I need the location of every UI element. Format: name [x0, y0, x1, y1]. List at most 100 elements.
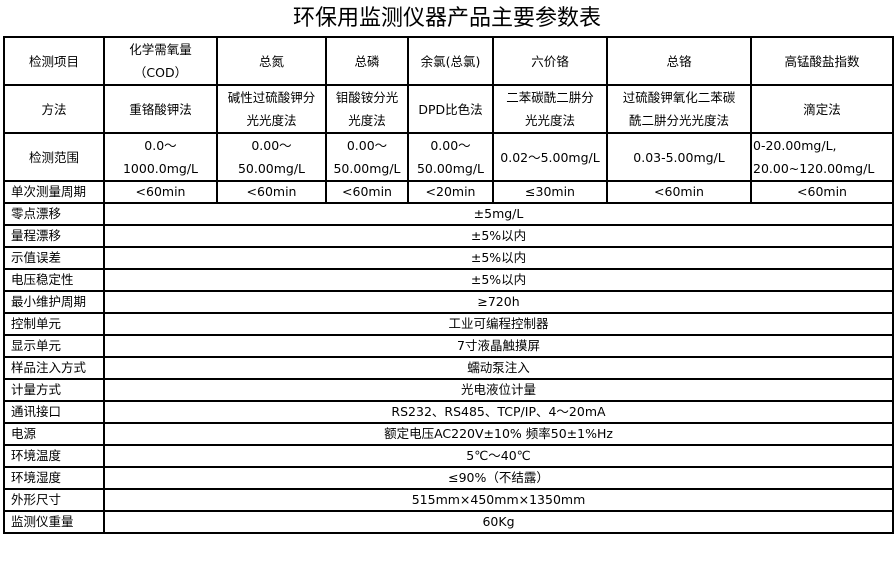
cycle-cell: <60min	[216, 180, 327, 204]
table-row: 电源 额定电压AC220V±10% 频率50±1%Hz	[3, 422, 894, 446]
range-cell: 0.00～ 50.00mg/L	[216, 132, 327, 182]
method-cell: 碱性过硫酸钾分 光光度法	[216, 84, 327, 134]
row-label: 检测项目	[3, 36, 105, 86]
cell-line: 0.00～	[346, 138, 388, 153]
cycle-cell: <20min	[407, 180, 494, 204]
header-cell: 高锰酸盐指数	[750, 36, 894, 86]
row-value: ≥720h	[103, 290, 894, 314]
cell-line: 20.00~120.00mg/L	[753, 161, 875, 176]
table-row: 控制单元 工业可编程控制器	[3, 312, 894, 336]
cell-line: 碱性过硫酸钾分	[227, 90, 316, 105]
cell-line: 50.00mg/L	[237, 161, 306, 176]
cell-line: 0.03-5.00mg/L	[633, 149, 725, 165]
method-cell: 滴定法	[750, 84, 894, 134]
cycle-row: 单次测量周期 <60min <60min <60min <20min ≤30min <60m…	[3, 180, 894, 204]
cell-line: 50.00mg/L	[416, 161, 485, 176]
cell-line: 50.00mg/L	[333, 161, 401, 176]
cell-line: 六价铬	[531, 53, 569, 69]
row-label: 环境湿度	[3, 466, 105, 490]
table-row: 通讯接口 RS232、RS485、TCP/IP、4～20mA	[3, 400, 894, 424]
header-row: 检测项目 化学需氧量 （COD） 总氮 总磷 余氯(总氯) 六价铬 总铬 高锰酸盐指数	[3, 36, 894, 86]
table-title: 环保用监测仪器产品主要参数表	[292, 6, 601, 31]
row-label: 控制单元	[3, 312, 105, 336]
table-row: 环境湿度 ≤90%（不结露）	[3, 466, 894, 490]
row-value: ±5%以内	[103, 224, 894, 248]
table-row: 显示单元 7寸液晶触摸屏	[3, 334, 894, 358]
row-label: 零点漂移	[3, 202, 105, 226]
row-value: ±5%以内	[103, 268, 894, 292]
row-label: 显示单元	[3, 334, 105, 358]
row-label: 方法	[3, 84, 105, 134]
method-cell: DPD比色法	[407, 84, 494, 134]
header-cell: 六价铬	[492, 36, 608, 86]
row-value: 光电液位计量	[103, 378, 894, 402]
row-value: 工业可编程控制器	[103, 312, 894, 336]
table-row: 外形尺寸 515mm×450mm×1350mm	[3, 488, 894, 512]
cell-line: 0.00～	[251, 138, 292, 153]
range-cell: 0.00～ 50.00mg/L	[407, 132, 494, 182]
method-row: 方法 重铬酸钾法 碱性过硫酸钾分 光光度法 钼酸铵分光 光度法 DPD比色法 二苯碳酰二肼分光…	[3, 84, 894, 134]
cell-line: 0-20.00mg/L,	[753, 138, 837, 153]
range-cell: 0.0～ 1000.0mg/L	[103, 132, 218, 182]
header-cell: 总铬	[606, 36, 752, 86]
range-cell: 0-20.00mg/L, 20.00~120.00mg/L	[750, 132, 894, 182]
row-value: ≤90%（不结露）	[103, 466, 894, 490]
cell-line: 滴定法	[803, 101, 841, 117]
row-label: 外形尺寸	[3, 488, 105, 512]
row-value: RS232、RS485、TCP/IP、4～20mA	[103, 400, 894, 424]
row-label: 样品注入方式	[3, 356, 105, 380]
table-row: 监测仪重量 60Kg	[3, 510, 894, 534]
cell-line: 总氮	[258, 53, 284, 69]
cell-line: 总铬	[666, 53, 692, 69]
cell-line: （COD）	[133, 65, 188, 80]
header-cell: 总氮	[216, 36, 327, 86]
row-label: 计量方式	[3, 378, 105, 402]
row-label: 电源	[3, 422, 105, 446]
cell-line: 光光度法	[246, 113, 297, 128]
header-cell: 化学需氧量 （COD）	[103, 36, 218, 86]
cell-line: 高锰酸盐指数	[784, 53, 860, 69]
range-cell: 0.03-5.00mg/L	[606, 132, 752, 182]
cell-line: 化学需氧量	[129, 42, 192, 57]
parameter-table: 检测项目 化学需氧量 （COD） 总氮 总磷 余氯(总氯) 六价铬 总铬 高锰酸盐指数方法 重铬酸…	[3, 36, 894, 534]
table-row: 样品注入方式 蠕动泵注入	[3, 356, 894, 380]
method-cell: 重铬酸钾法	[103, 84, 218, 134]
table-row: 计量方式 光电液位计量	[3, 378, 894, 402]
cell-line: 余氯(总氯)	[420, 53, 481, 69]
cell-line: 总磷	[354, 53, 380, 69]
row-value: 5℃～40℃	[103, 444, 894, 468]
row-label: 环境温度	[3, 444, 105, 468]
table-row: 电压稳定性 ±5%以内	[3, 268, 894, 292]
method-cell: 二苯碳酰二肼分 光光度法	[492, 84, 608, 134]
method-cell: 过硫酸钾氧化二苯碳 酰二肼分光光度法	[606, 84, 752, 134]
cell-line: 0.0～	[144, 138, 177, 153]
table-row: 零点漂移 ±5mg/L	[3, 202, 894, 226]
row-label: 检测范围	[3, 132, 105, 182]
cycle-cell: ≤30min	[492, 180, 608, 204]
header-cell: 总磷	[325, 36, 409, 86]
table-row: 最小维护周期 ≥720h	[3, 290, 894, 314]
cell-line: 钼酸铵分光	[335, 90, 399, 105]
row-label: 通讯接口	[3, 400, 105, 424]
cycle-cell: <60min	[325, 180, 409, 204]
table-row: 示值误差 ±5%以内	[3, 246, 894, 270]
cycle-cell: <60min	[750, 180, 894, 204]
row-label: 单次测量周期	[3, 180, 105, 204]
cell-line: 重铬酸钾法	[129, 101, 192, 117]
header-cell: 余氯(总氯)	[407, 36, 494, 86]
cell-line: 二苯碳酰二肼分	[506, 90, 594, 105]
row-label: 量程漂移	[3, 224, 105, 248]
method-cell: 钼酸铵分光 光度法	[325, 84, 409, 134]
table-row: 环境温度 5℃～40℃	[3, 444, 894, 468]
cycle-cell: <60min	[606, 180, 752, 204]
row-value: ±5mg/L	[103, 202, 894, 226]
cell-line: 过硫酸钾氧化二苯碳	[622, 90, 736, 105]
row-label: 监测仪重量	[3, 510, 105, 534]
range-row: 检测范围 0.0～ 1000.0mg/L 0.00～ 50.00mg/L 0.00～ 50.…	[3, 132, 894, 182]
row-label: 电压稳定性	[3, 268, 105, 292]
cell-line: DPD比色法	[418, 101, 483, 117]
range-cell: 0.02～5.00mg/L	[492, 132, 608, 182]
cell-line: 0.02～5.00mg/L	[500, 149, 600, 165]
cycle-cell: <60min	[103, 180, 218, 204]
row-value: ±5%以内	[103, 246, 894, 270]
